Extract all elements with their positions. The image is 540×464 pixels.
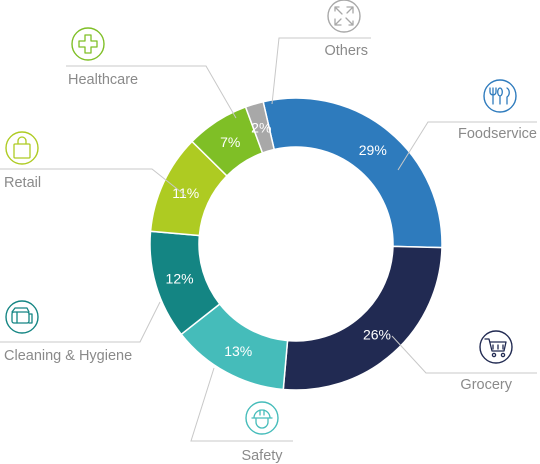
shopping-cart-icon [479, 330, 513, 364]
category-label-cleaning-hygiene: Cleaning & Hygiene [4, 348, 132, 364]
slice-foodservice [262, 97, 443, 249]
slice-others [244, 100, 276, 154]
leader-line-healthcare [66, 65, 237, 119]
leader-line-foodservice [397, 121, 537, 171]
percent-label-safety: 13% [224, 343, 252, 359]
category-label-retail: Retail [4, 175, 41, 191]
donut-slices [149, 97, 443, 391]
medical-cross-icon [71, 27, 105, 61]
callout-foodservice: Foodservice [397, 79, 537, 171]
callout-grocery: Grocery [391, 330, 537, 393]
percent-label-foodservice: 29% [359, 142, 387, 158]
hard-hat-icon [245, 401, 279, 435]
callout-healthcare: Healthcare [66, 27, 237, 119]
callout-others: Others [271, 0, 371, 105]
shopping-bag-icon [5, 131, 39, 165]
fork-spoon-icon [483, 79, 517, 113]
category-label-safety: Safety [241, 448, 283, 464]
leader-line-retail [0, 168, 187, 197]
leader-line-cleaning-hygiene [0, 301, 161, 343]
cleaning-towel-icon [5, 300, 39, 334]
percent-label-others: 2% [251, 120, 271, 136]
category-label-others: Others [324, 43, 368, 59]
percent-labels: 29% 26% 13% 12% 11% 7% 2% [166, 120, 391, 359]
callout-retail: Retail [0, 131, 187, 197]
category-label-healthcare: Healthcare [68, 72, 138, 88]
percent-label-healthcare: 7% [220, 134, 240, 150]
percent-label-retail: 11% [172, 185, 199, 201]
callout-cleaning-hygiene: Cleaning & Hygiene [0, 300, 161, 364]
expand-arrows-icon [327, 0, 361, 33]
percent-label-grocery: 26% [363, 327, 391, 343]
leader-line-safety [190, 367, 293, 442]
callout-safety: Safety [190, 367, 293, 464]
leader-line-grocery [391, 335, 537, 374]
percent-label-cleaning-hygiene: 12% [166, 271, 194, 287]
category-label-foodservice: Foodservice [458, 126, 537, 142]
slice-grocery [282, 245, 443, 391]
leader-line-others [271, 37, 371, 105]
category-label-grocery: Grocery [460, 377, 512, 393]
